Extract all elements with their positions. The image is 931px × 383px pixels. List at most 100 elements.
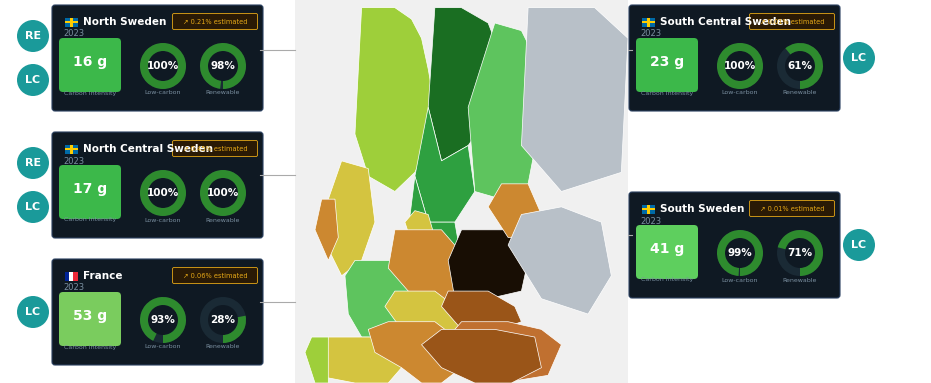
- Bar: [64, 272, 69, 280]
- Text: 53 g: 53 g: [73, 309, 107, 323]
- Text: Carbon Intensity: Carbon Intensity: [64, 218, 116, 223]
- Text: Low-carbon: Low-carbon: [144, 90, 182, 95]
- Text: Low-carbon: Low-carbon: [722, 278, 758, 283]
- Bar: [641, 205, 654, 213]
- Text: 100%: 100%: [147, 61, 179, 71]
- FancyBboxPatch shape: [172, 267, 258, 283]
- Text: LC: LC: [852, 53, 867, 63]
- Text: 93%: 93%: [151, 315, 175, 325]
- Circle shape: [843, 42, 875, 74]
- Wedge shape: [140, 43, 186, 89]
- Text: Low-carbon: Low-carbon: [722, 90, 758, 95]
- Bar: [74, 272, 77, 280]
- Circle shape: [17, 20, 49, 52]
- FancyBboxPatch shape: [59, 165, 121, 219]
- Bar: [70, 18, 73, 26]
- Text: South Sweden: South Sweden: [660, 204, 745, 214]
- Text: 2023: 2023: [640, 29, 661, 39]
- Wedge shape: [140, 43, 186, 89]
- Bar: [69, 272, 74, 280]
- Text: Carbon Intensity: Carbon Intensity: [641, 90, 693, 95]
- Wedge shape: [777, 43, 823, 89]
- Text: ↗ 0.01% estimated: ↗ 0.01% estimated: [760, 18, 824, 25]
- Wedge shape: [777, 230, 823, 276]
- Text: 41 g: 41 g: [650, 242, 684, 256]
- Text: 100%: 100%: [147, 188, 179, 198]
- Wedge shape: [140, 170, 186, 216]
- Bar: [64, 18, 77, 26]
- Bar: [646, 205, 650, 213]
- FancyBboxPatch shape: [636, 38, 698, 92]
- Text: 99%: 99%: [728, 248, 752, 258]
- Wedge shape: [777, 230, 823, 276]
- Wedge shape: [717, 230, 763, 276]
- Text: North Sweden: North Sweden: [83, 17, 167, 27]
- Text: LC: LC: [25, 202, 41, 212]
- Polygon shape: [422, 329, 542, 383]
- Polygon shape: [488, 184, 542, 237]
- Bar: [641, 18, 654, 26]
- Polygon shape: [405, 211, 435, 260]
- Text: Renewable: Renewable: [783, 278, 817, 283]
- Polygon shape: [468, 23, 542, 199]
- Wedge shape: [140, 297, 186, 343]
- FancyBboxPatch shape: [629, 5, 840, 111]
- Text: 23 g: 23 g: [650, 55, 684, 69]
- Bar: [64, 144, 77, 154]
- Polygon shape: [441, 291, 521, 329]
- FancyBboxPatch shape: [629, 192, 840, 298]
- Polygon shape: [369, 322, 462, 383]
- Polygon shape: [329, 161, 375, 276]
- Text: LC: LC: [25, 75, 41, 85]
- Text: North Central Sweden: North Central Sweden: [83, 144, 213, 154]
- Text: 2023: 2023: [63, 29, 84, 39]
- Wedge shape: [717, 43, 763, 89]
- Bar: [295, 0, 628, 383]
- Polygon shape: [355, 8, 435, 192]
- Bar: [64, 21, 77, 23]
- Text: LC: LC: [25, 307, 41, 317]
- Text: South Central Sweden: South Central Sweden: [660, 17, 791, 27]
- FancyBboxPatch shape: [52, 5, 263, 111]
- FancyBboxPatch shape: [59, 38, 121, 92]
- Polygon shape: [385, 291, 462, 337]
- Wedge shape: [223, 316, 246, 343]
- Text: RE: RE: [25, 31, 41, 41]
- FancyBboxPatch shape: [172, 141, 258, 157]
- Polygon shape: [405, 230, 441, 314]
- Text: 17 g: 17 g: [73, 182, 107, 196]
- FancyBboxPatch shape: [749, 200, 834, 216]
- Text: ↗ 0.01% estimated: ↗ 0.01% estimated: [760, 206, 824, 211]
- Polygon shape: [345, 260, 415, 337]
- Polygon shape: [428, 8, 502, 161]
- Polygon shape: [388, 230, 468, 299]
- Text: Renewable: Renewable: [783, 90, 817, 95]
- Bar: [641, 208, 654, 210]
- Text: 2023: 2023: [63, 283, 84, 293]
- Text: 2023: 2023: [640, 216, 661, 226]
- FancyBboxPatch shape: [636, 225, 698, 279]
- Polygon shape: [408, 176, 462, 276]
- Polygon shape: [508, 207, 612, 314]
- Bar: [641, 21, 654, 23]
- Text: 2023: 2023: [63, 157, 84, 165]
- Polygon shape: [448, 230, 528, 299]
- Wedge shape: [200, 43, 246, 89]
- Wedge shape: [140, 170, 186, 216]
- Wedge shape: [200, 297, 246, 343]
- Text: ↗ 0.45% estimated: ↗ 0.45% estimated: [182, 146, 248, 152]
- Bar: [646, 18, 650, 26]
- Text: Low-carbon: Low-carbon: [144, 344, 182, 350]
- FancyBboxPatch shape: [59, 292, 121, 346]
- Wedge shape: [200, 170, 246, 216]
- Text: RE: RE: [25, 158, 41, 168]
- Circle shape: [843, 229, 875, 261]
- Text: ↗ 0.21% estimated: ↗ 0.21% estimated: [182, 18, 248, 25]
- Wedge shape: [717, 43, 763, 89]
- FancyBboxPatch shape: [749, 13, 834, 29]
- Text: 28%: 28%: [210, 315, 236, 325]
- Polygon shape: [448, 322, 561, 383]
- Text: Renewable: Renewable: [206, 90, 240, 95]
- Text: LC: LC: [852, 240, 867, 250]
- Text: France: France: [83, 271, 123, 281]
